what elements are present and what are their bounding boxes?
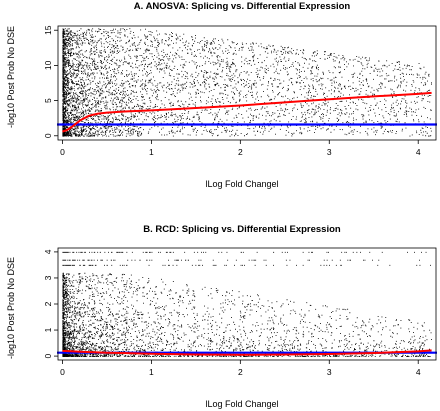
y-tick-label: 3 — [43, 275, 53, 280]
panel-a-xlabel: lLog Fold Changel — [205, 179, 278, 189]
panel-b-lines — [57, 349, 437, 356]
x-tick-label: 0 — [60, 147, 65, 157]
trend-curve — [62, 349, 432, 356]
y-tick-label: 1 — [43, 327, 53, 332]
y-tick-label: 0 — [43, 353, 53, 358]
y-tick-label: 15 — [43, 25, 53, 35]
scatter-points — [62, 28, 432, 137]
scatter-points — [62, 251, 433, 357]
y-tick-label: 4 — [43, 249, 53, 254]
x-tick-label: 3 — [327, 367, 332, 377]
panel-a: A. ANOSVA: Splicing vs. Differential Exp… — [6, 1, 437, 189]
x-tick-label: 2 — [238, 367, 243, 377]
panel-b-axes: 0 1 2 3 4 0 1 2 3 4 — [43, 247, 437, 377]
panel-a-title: A. ANOSVA: Splicing vs. Differential Exp… — [134, 1, 351, 12]
x-tick-label: 4 — [416, 147, 421, 157]
trend-curve — [62, 91, 432, 133]
panel-b-title: B. RCD: Splicing vs. Differential Expres… — [143, 224, 341, 235]
x-tick-label: 2 — [238, 147, 243, 157]
panel-b-xlabel: lLog Fold Changel — [205, 399, 278, 409]
plot-frame — [57, 247, 437, 361]
panel-a-lines — [57, 91, 437, 133]
panel-b: B. RCD: Splicing vs. Differential Expres… — [6, 224, 437, 409]
x-tick-label: 3 — [327, 147, 332, 157]
panel-a-points — [62, 28, 432, 137]
x-tick-label: 0 — [60, 367, 65, 377]
panel-b-ylabel: -log10 Post Prob No DSE — [6, 257, 16, 359]
x-tick-label: 1 — [149, 367, 154, 377]
y-tick-label: 10 — [43, 60, 53, 70]
plot-frame — [57, 25, 437, 141]
y-tick-label: 2 — [43, 301, 53, 306]
x-tick-label: 1 — [149, 147, 154, 157]
panel-a-axes: 0 1 2 3 4 0 5 10 15 — [43, 25, 437, 157]
x-tick-label: 4 — [416, 367, 421, 377]
panel-a-ylabel: -log10 Post Prob No DSE — [6, 26, 16, 128]
panel-b-points — [62, 251, 433, 357]
y-tick-label: 5 — [43, 98, 53, 103]
y-tick-label: 0 — [43, 133, 53, 138]
